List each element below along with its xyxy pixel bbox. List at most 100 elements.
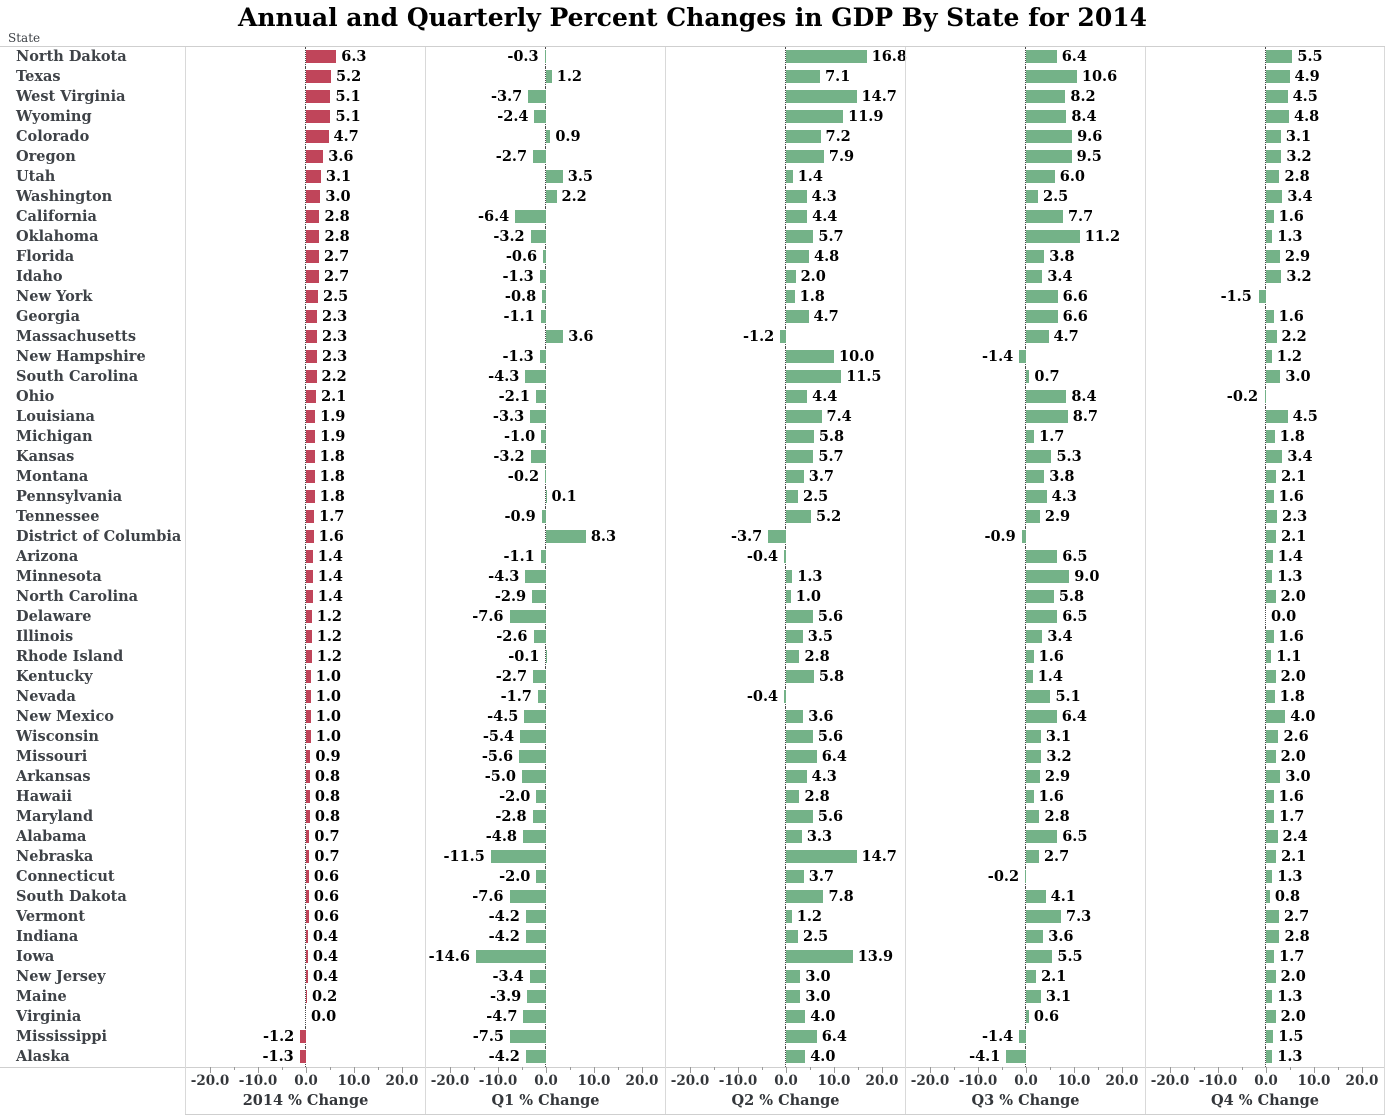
gdp-bar[interactable]: [786, 730, 813, 743]
gdp-bar[interactable]: [1266, 550, 1273, 563]
gdp-bar[interactable]: [1266, 270, 1282, 283]
gdp-bar[interactable]: [1266, 530, 1277, 543]
gdp-bar[interactable]: [786, 510, 811, 523]
gdp-bar[interactable]: [1026, 210, 1063, 223]
gdp-bar[interactable]: [541, 510, 546, 523]
gdp-bar[interactable]: [786, 810, 813, 823]
gdp-bar[interactable]: [306, 530, 314, 543]
gdp-bar[interactable]: [306, 610, 312, 623]
gdp-bar[interactable]: [306, 570, 313, 583]
gdp-bar[interactable]: [1026, 730, 1041, 743]
gdp-bar[interactable]: [1026, 750, 1042, 763]
gdp-bar[interactable]: [786, 430, 814, 443]
gdp-bar[interactable]: [533, 630, 546, 643]
gdp-bar[interactable]: [1026, 550, 1058, 563]
gdp-bar[interactable]: [525, 930, 546, 943]
gdp-bar[interactable]: [780, 330, 786, 343]
gdp-bar[interactable]: [1026, 850, 1039, 863]
gdp-bar[interactable]: [786, 190, 807, 203]
gdp-bar[interactable]: [519, 750, 546, 763]
gdp-bar[interactable]: [306, 490, 315, 503]
gdp-bar[interactable]: [530, 410, 546, 423]
gdp-bar[interactable]: [1026, 470, 1045, 483]
gdp-bar[interactable]: [786, 450, 814, 463]
gdp-bar[interactable]: [1266, 130, 1281, 143]
gdp-bar[interactable]: [306, 310, 318, 323]
gdp-bar[interactable]: [1266, 1030, 1274, 1043]
gdp-bar[interactable]: [524, 710, 546, 723]
gdp-bar[interactable]: [540, 310, 546, 323]
gdp-bar[interactable]: [786, 990, 801, 1003]
gdp-bar[interactable]: [509, 610, 546, 623]
gdp-bar[interactable]: [1266, 230, 1273, 243]
gdp-bar[interactable]: [786, 590, 791, 603]
gdp-bar[interactable]: [1026, 830, 1058, 843]
gdp-bar[interactable]: [1266, 70, 1290, 83]
gdp-bar[interactable]: [523, 1010, 546, 1023]
gdp-bar[interactable]: [786, 630, 803, 643]
gdp-bar[interactable]: [786, 310, 809, 323]
gdp-bar[interactable]: [306, 130, 329, 143]
gdp-bar[interactable]: [545, 470, 546, 483]
gdp-bar[interactable]: [306, 690, 311, 703]
gdp-bar[interactable]: [786, 90, 857, 103]
gdp-bar[interactable]: [1266, 850, 1277, 863]
gdp-bar[interactable]: [509, 890, 546, 903]
gdp-bar[interactable]: [528, 90, 546, 103]
gdp-bar[interactable]: [1026, 590, 1054, 603]
gdp-bar[interactable]: [525, 570, 546, 583]
gdp-bar[interactable]: [535, 390, 546, 403]
gdp-bar[interactable]: [786, 410, 822, 423]
gdp-bar[interactable]: [1019, 1030, 1026, 1043]
gdp-bar[interactable]: [786, 710, 804, 723]
gdp-bar[interactable]: [1266, 910, 1279, 923]
gdp-bar[interactable]: [1266, 190, 1283, 203]
gdp-bar[interactable]: [1266, 370, 1281, 383]
gdp-bar[interactable]: [540, 550, 546, 563]
gdp-bar[interactable]: [306, 470, 315, 483]
gdp-bar[interactable]: [1026, 770, 1040, 783]
gdp-bar[interactable]: [1266, 670, 1276, 683]
gdp-bar[interactable]: [525, 910, 546, 923]
gdp-bar[interactable]: [1266, 750, 1276, 763]
gdp-bar[interactable]: [530, 450, 546, 463]
gdp-bar[interactable]: [525, 370, 546, 383]
gdp-bar[interactable]: [536, 790, 546, 803]
gdp-bar[interactable]: [786, 750, 817, 763]
gdp-bar[interactable]: [786, 950, 853, 963]
gdp-bar[interactable]: [527, 990, 546, 1003]
gdp-bar[interactable]: [306, 710, 311, 723]
gdp-bar[interactable]: [1266, 330, 1277, 343]
gdp-bar[interactable]: [475, 950, 546, 963]
gdp-bar[interactable]: [1026, 790, 1034, 803]
gdp-bar[interactable]: [1266, 650, 1272, 663]
gdp-bar[interactable]: [306, 730, 311, 743]
gdp-bar[interactable]: [306, 850, 310, 863]
gdp-bar[interactable]: [306, 990, 307, 1003]
gdp-bar[interactable]: [1266, 250, 1280, 263]
gdp-bar[interactable]: [306, 290, 318, 303]
gdp-bar[interactable]: [306, 950, 308, 963]
gdp-bar[interactable]: [306, 430, 316, 443]
gdp-bar[interactable]: [786, 570, 793, 583]
gdp-bar[interactable]: [1266, 590, 1276, 603]
gdp-bar[interactable]: [1266, 830, 1278, 843]
gdp-bar[interactable]: [1266, 730, 1279, 743]
gdp-bar[interactable]: [1266, 1050, 1273, 1063]
gdp-bar[interactable]: [1266, 350, 1272, 363]
gdp-bar[interactable]: [306, 110, 331, 123]
gdp-bar[interactable]: [1026, 390, 1067, 403]
gdp-bar[interactable]: [546, 70, 552, 83]
gdp-bar[interactable]: [306, 390, 317, 403]
gdp-bar[interactable]: [784, 690, 786, 703]
gdp-bar[interactable]: [306, 170, 321, 183]
gdp-bar[interactable]: [1026, 230, 1080, 243]
gdp-bar[interactable]: [1026, 950, 1053, 963]
gdp-bar[interactable]: [532, 810, 546, 823]
gdp-bar[interactable]: [1266, 570, 1273, 583]
gdp-bar[interactable]: [306, 210, 320, 223]
gdp-bar[interactable]: [1026, 410, 1068, 423]
gdp-bar[interactable]: [1266, 450, 1283, 463]
gdp-bar[interactable]: [786, 470, 804, 483]
gdp-bar[interactable]: [786, 790, 800, 803]
